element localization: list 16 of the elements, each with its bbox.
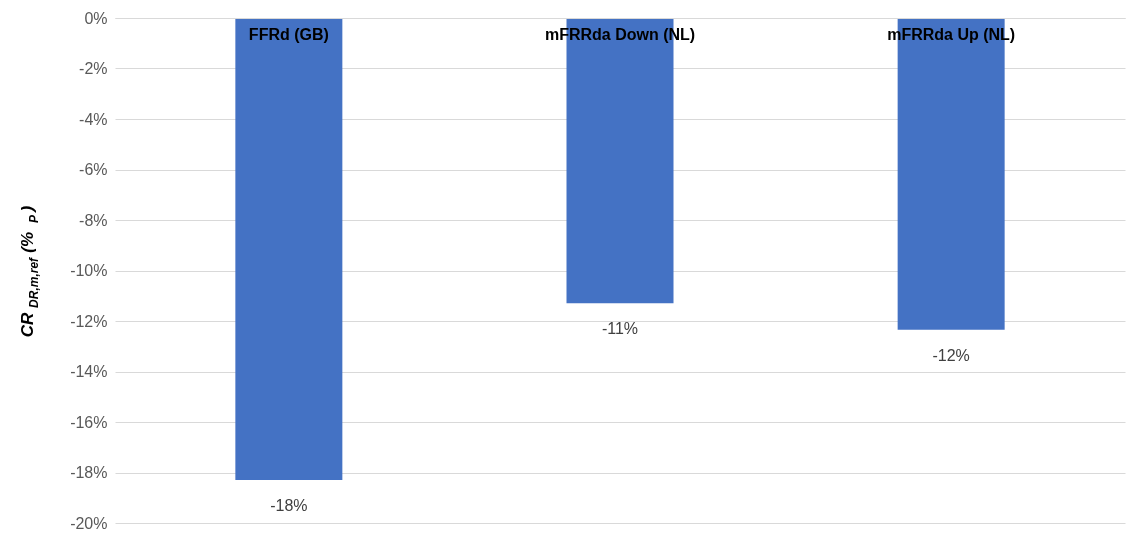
data-label: -11% [601, 320, 639, 338]
y-axis-title: CRDR,m,ref (%P) [18, 205, 41, 338]
y-tick-label: 0% [84, 9, 108, 27]
y-tick-label: -12% [70, 312, 108, 330]
y-tick-label: -2% [79, 60, 108, 77]
data-label: -18% [270, 497, 308, 515]
y-tick-label: -6% [79, 161, 108, 178]
y-tick-label: -16% [70, 413, 108, 431]
y-tick-label: -8% [79, 211, 108, 229]
y-tick-label: -18% [70, 464, 108, 481]
x-tick-label: FFRd (GB) [248, 25, 329, 43]
y-tick-label: -10% [70, 262, 108, 279]
y-tick-label: -14% [70, 363, 108, 380]
data-label: -12% [932, 346, 970, 364]
y-tick-label: -4% [79, 110, 108, 128]
y-tick-label: -20% [70, 514, 108, 532]
